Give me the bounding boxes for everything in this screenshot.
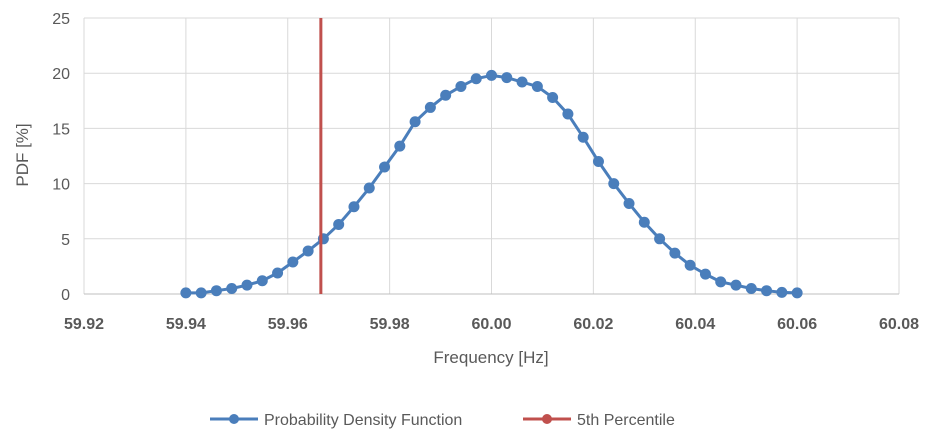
x-tick-labels: 59.92 59.94 59.96 59.98 60.00 60.02 60.04 60.06… (64, 316, 919, 333)
data-point-pdf (348, 201, 360, 213)
x-tick-label: 60.08 (879, 316, 919, 333)
data-point-pdf (592, 156, 604, 168)
data-point-pdf (715, 276, 727, 288)
series (180, 18, 803, 299)
data-point-pdf (516, 76, 528, 88)
data-point-pdf (241, 279, 253, 291)
data-point-pdf (531, 80, 543, 92)
x-tick-label: 59.92 (64, 316, 104, 333)
data-point-pdf (409, 116, 421, 128)
data-point-pdf (745, 282, 757, 294)
data-point-pdf (761, 285, 773, 297)
data-point-pdf (654, 233, 666, 245)
legend-marker-pdf (229, 414, 239, 424)
y-tick-label: 15 (52, 121, 70, 138)
legend-label-percentile: 5th Percentile (577, 412, 675, 429)
data-point-pdf (210, 285, 222, 297)
data-point-pdf (623, 197, 635, 209)
data-point-pdf (776, 286, 788, 298)
y-tick-label: 20 (52, 66, 70, 83)
data-point-pdf (272, 267, 284, 279)
data-point-pdf (287, 256, 299, 268)
grid-lines (83, 17, 900, 294)
data-point-pdf (226, 282, 238, 294)
data-point-pdf (455, 80, 467, 92)
data-point-pdf (180, 287, 192, 299)
data-point-pdf (562, 108, 574, 120)
data-point-pdf (363, 182, 375, 194)
x-tick-label: 60.00 (471, 316, 511, 333)
data-point-pdf (256, 275, 268, 287)
data-point-pdf (394, 140, 406, 152)
y-axis-title: PDF [%] (13, 123, 32, 186)
data-point-pdf (486, 69, 497, 81)
data-point-pdf (470, 73, 482, 85)
data-point-pdf (424, 101, 436, 113)
data-point-pdf (699, 268, 711, 280)
data-point-pdf (547, 91, 559, 103)
y-tick-label: 0 (61, 287, 70, 304)
data-point-pdf (791, 287, 803, 299)
y-tick-label: 10 (52, 177, 70, 194)
data-point-pdf (333, 218, 345, 230)
data-point-pdf (638, 216, 650, 228)
y-tick-label: 25 (52, 11, 70, 28)
y-tick-label: 5 (61, 232, 70, 249)
data-point-pdf (730, 279, 742, 291)
y-tick-labels: 0 5 10 15 20 25 (52, 11, 70, 304)
x-axis-title: Frequency [Hz] (433, 348, 548, 367)
x-tick-label: 59.96 (268, 316, 308, 333)
data-point-pdf (684, 259, 696, 271)
x-tick-label: 60.02 (573, 316, 613, 333)
data-point-pdf (669, 247, 681, 259)
legend-item-pdf: Probability Density Function (210, 412, 462, 429)
legend-marker-percentile (542, 414, 552, 424)
legend-item-percentile: 5th Percentile (523, 412, 675, 429)
x-tick-label: 59.94 (166, 316, 206, 333)
x-tick-label: 59.98 (370, 316, 410, 333)
x-tick-label: 60.04 (675, 316, 715, 333)
legend-label-pdf: Probability Density Function (264, 412, 462, 429)
x-tick-label: 60.06 (777, 316, 817, 333)
data-point-pdf (195, 287, 207, 299)
data-point-pdf (608, 178, 620, 190)
data-point-pdf (379, 161, 391, 173)
data-point-pdf (302, 245, 314, 257)
data-point-pdf (440, 89, 452, 101)
legend: Probability Density Function 5th Percent… (210, 412, 675, 429)
data-point-pdf (577, 131, 589, 143)
data-point-pdf (501, 72, 513, 84)
